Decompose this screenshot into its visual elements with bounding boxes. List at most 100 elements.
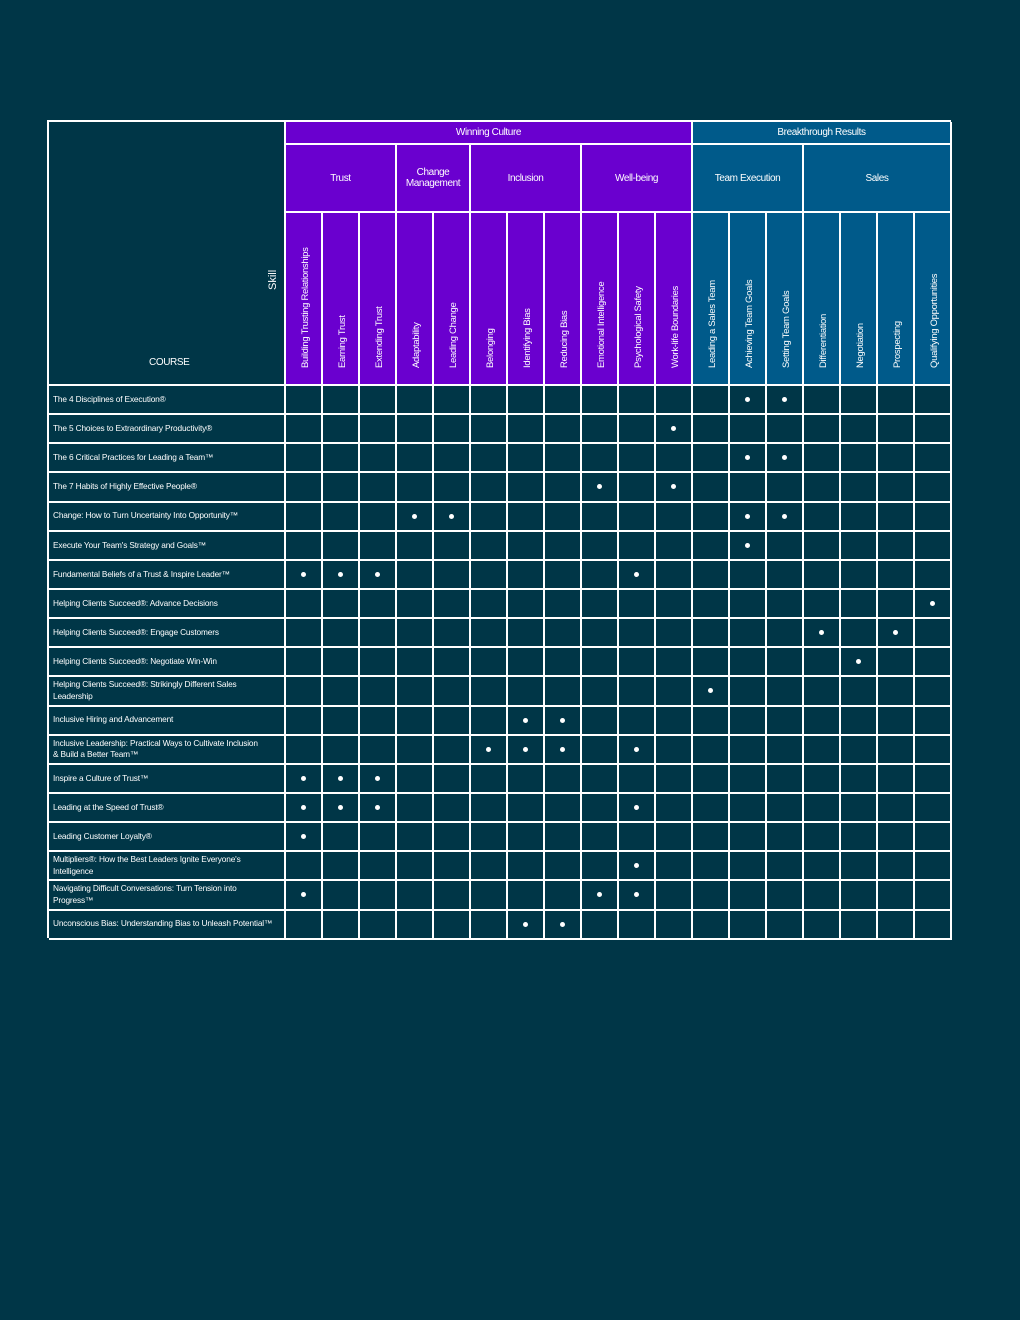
matrix-cell: [619, 619, 656, 649]
matrix-cell: [804, 793, 841, 824]
matrix-cell: [804, 735, 841, 765]
matrix-cell: [471, 502, 508, 532]
matrix-cell: [397, 881, 434, 911]
matrix-cell: [360, 531, 397, 561]
matrix-cell: [286, 648, 323, 678]
matrix-cell: [434, 619, 471, 649]
matrix-cell: [841, 531, 878, 561]
matrix-cell: [323, 677, 360, 707]
course-name: The 7 Habits of Highly Effective People®: [49, 473, 286, 503]
matrix-cell: [878, 706, 915, 736]
matrix-cell: [915, 444, 952, 474]
matrix-cell: [471, 793, 508, 824]
course-axis-label: COURSE: [149, 357, 190, 368]
sub-group-header: Change Management: [397, 145, 471, 213]
skill-label: Leading a Sales Team: [707, 280, 718, 368]
course-name: Change: How to Turn Uncertainty Into Opp…: [49, 502, 286, 532]
skill-label: Qualifying Opportunities: [929, 273, 940, 368]
matrix-cell: [767, 881, 804, 911]
matrix-cell: [619, 444, 656, 474]
matrix-cell: [397, 589, 434, 620]
matrix-cell: [471, 910, 508, 940]
matrix-cell: [582, 735, 619, 765]
matrix-cell: [434, 648, 471, 678]
mark-dot: [412, 513, 417, 519]
matrix-cell: [915, 910, 952, 940]
sub-group-header: Team Execution: [693, 145, 804, 213]
mark-dot: [745, 513, 750, 519]
matrix-cell: [397, 793, 434, 824]
matrix-cell: [767, 386, 804, 416]
matrix-cell: [582, 589, 619, 620]
matrix-cell: [841, 677, 878, 707]
matrix-cell: [693, 881, 730, 911]
matrix-cell: [508, 793, 545, 824]
skill-header: Leading Change: [434, 213, 471, 386]
matrix-cell: [434, 589, 471, 620]
matrix-cell: [545, 648, 582, 678]
mark-dot: [782, 513, 787, 519]
matrix-cell: [693, 560, 730, 590]
matrix-cell: [397, 823, 434, 853]
matrix-cell: [767, 589, 804, 620]
matrix-cell: [360, 415, 397, 445]
matrix-cell: [767, 910, 804, 940]
matrix-cell: [286, 735, 323, 765]
matrix-cell: [878, 881, 915, 911]
skill-label: Negotiation: [855, 323, 866, 368]
matrix-cell: [878, 502, 915, 532]
skill-header: Extending Trust: [360, 213, 397, 386]
matrix-cell: [434, 823, 471, 853]
matrix-cell: [767, 531, 804, 561]
skill-header: Reducing Bias: [545, 213, 582, 386]
skill-header: Achieving Team Goals: [730, 213, 767, 386]
skill-label: Identifying Bias: [522, 308, 533, 368]
matrix-cell: [397, 677, 434, 707]
skill-label: Building Trusting Relationships: [300, 247, 311, 368]
matrix-cell: [841, 444, 878, 474]
matrix-cell: [582, 444, 619, 474]
skill-label: Differentiation: [818, 314, 829, 368]
course-name: Multipliers®: How the Best Leaders Ignit…: [49, 852, 286, 882]
mark-dot: [301, 834, 306, 840]
mark-dot: [819, 630, 824, 636]
matrix-cell: [730, 502, 767, 532]
matrix-cell: [286, 415, 323, 445]
mark-dot: [856, 659, 861, 665]
skill-header: Differentiation: [804, 213, 841, 386]
matrix-cell: [804, 415, 841, 445]
matrix-cell: [508, 677, 545, 707]
course-name: Leading at the Speed of Trust®: [49, 793, 286, 824]
matrix-cell: [878, 648, 915, 678]
matrix-cell: [545, 386, 582, 416]
matrix-cell: [434, 560, 471, 590]
mark-dot: [708, 688, 713, 694]
matrix-cell: [471, 706, 508, 736]
matrix-cell: [508, 735, 545, 765]
matrix-cell: [323, 764, 360, 794]
matrix-cell: [915, 764, 952, 794]
matrix-cell: [656, 502, 693, 532]
matrix-cell: [286, 619, 323, 649]
matrix-cell: [619, 793, 656, 824]
matrix-cell: [619, 852, 656, 882]
skill-header: Adaptability: [397, 213, 434, 386]
matrix-cell: [434, 735, 471, 765]
matrix-cell: [471, 852, 508, 882]
matrix-cell: [693, 648, 730, 678]
matrix-cell: [360, 589, 397, 620]
course-name: Helping Clients Succeed®: Engage Custome…: [49, 619, 286, 649]
matrix-cell: [915, 386, 952, 416]
matrix-cell: [730, 852, 767, 882]
matrix-cell: [323, 823, 360, 853]
matrix-cell: [434, 502, 471, 532]
matrix-cell: [286, 531, 323, 561]
matrix-cell: [619, 560, 656, 590]
matrix-cell: [619, 386, 656, 416]
matrix-cell: [286, 473, 323, 503]
matrix-cell: [286, 677, 323, 707]
matrix-cell: [360, 473, 397, 503]
matrix-cell: [915, 619, 952, 649]
mark-dot: [745, 455, 750, 461]
matrix-cell: [582, 415, 619, 445]
